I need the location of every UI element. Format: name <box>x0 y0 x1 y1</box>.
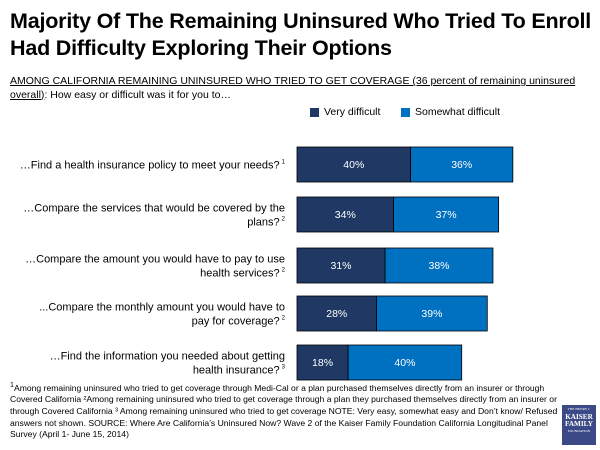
legend-swatch-somewhat-difficult <box>401 107 410 117</box>
bar-segment <box>393 196 500 233</box>
data-label: 37% <box>436 209 457 221</box>
category-label: …Compare the amount you would have to pa… <box>25 254 285 266</box>
data-label: 18% <box>312 357 333 369</box>
footnote: 1Among remaining uninsured who tried to … <box>10 380 558 441</box>
subtitle-population: AMONG CALIFORNIA REMAINING UNINSURED WHO… <box>10 75 576 101</box>
bar-segment <box>410 146 514 183</box>
bar-segment <box>296 344 349 381</box>
category-label: …Compare the services that would be cove… <box>23 203 285 215</box>
footnote-text: Among remaining uninsured who tried to g… <box>10 382 558 440</box>
legend-item-very-difficult: Very difficult <box>310 106 380 118</box>
data-label: 31% <box>331 260 352 272</box>
category-label: health services? 2 <box>200 268 286 280</box>
category-label: plans? 2 <box>247 217 285 229</box>
bar-segment <box>296 295 377 332</box>
legend-item-somewhat-difficult: Somewhat difficult <box>401 106 500 118</box>
bar-segment <box>376 295 488 332</box>
bar-segment <box>296 196 394 233</box>
category-label: pay for coverage? 2 <box>192 316 286 328</box>
kff-logo: THE HENRY J. KAISER FAMILY FOUNDATION <box>562 405 596 445</box>
category-label: …Find a health insurance policy to meet … <box>20 160 286 172</box>
data-label: 36% <box>451 159 472 171</box>
bar-segment <box>384 247 494 284</box>
data-label: 38% <box>428 260 449 272</box>
data-label: 28% <box>326 308 347 320</box>
data-label: 34% <box>335 209 356 221</box>
bar-segment <box>296 247 386 284</box>
legend-label-very-difficult: Very difficult <box>324 106 381 118</box>
bar-segment <box>347 344 463 381</box>
bar-segment <box>296 146 411 183</box>
legend-swatch-very-difficult <box>310 107 319 117</box>
legend-label-somewhat-difficult: Somewhat difficult <box>415 106 501 118</box>
chart-title: Majority Of The Remaining Uninsured Who … <box>10 9 592 60</box>
category-label: …Find the information you needed about g… <box>50 351 285 363</box>
data-label: 39% <box>421 308 442 320</box>
data-label: 40% <box>343 159 364 171</box>
footnote-marker: 1 <box>10 381 14 389</box>
category-label: ...Compare the monthly amount you would … <box>39 302 285 314</box>
subtitle-question: : How easy or difficult was it for you t… <box>44 88 231 101</box>
category-label: health insurance? 3 <box>193 365 286 377</box>
chart-subtitle: AMONG CALIFORNIA REMAINING UNINSURED WHO… <box>10 75 595 102</box>
data-label: 40% <box>394 357 415 369</box>
